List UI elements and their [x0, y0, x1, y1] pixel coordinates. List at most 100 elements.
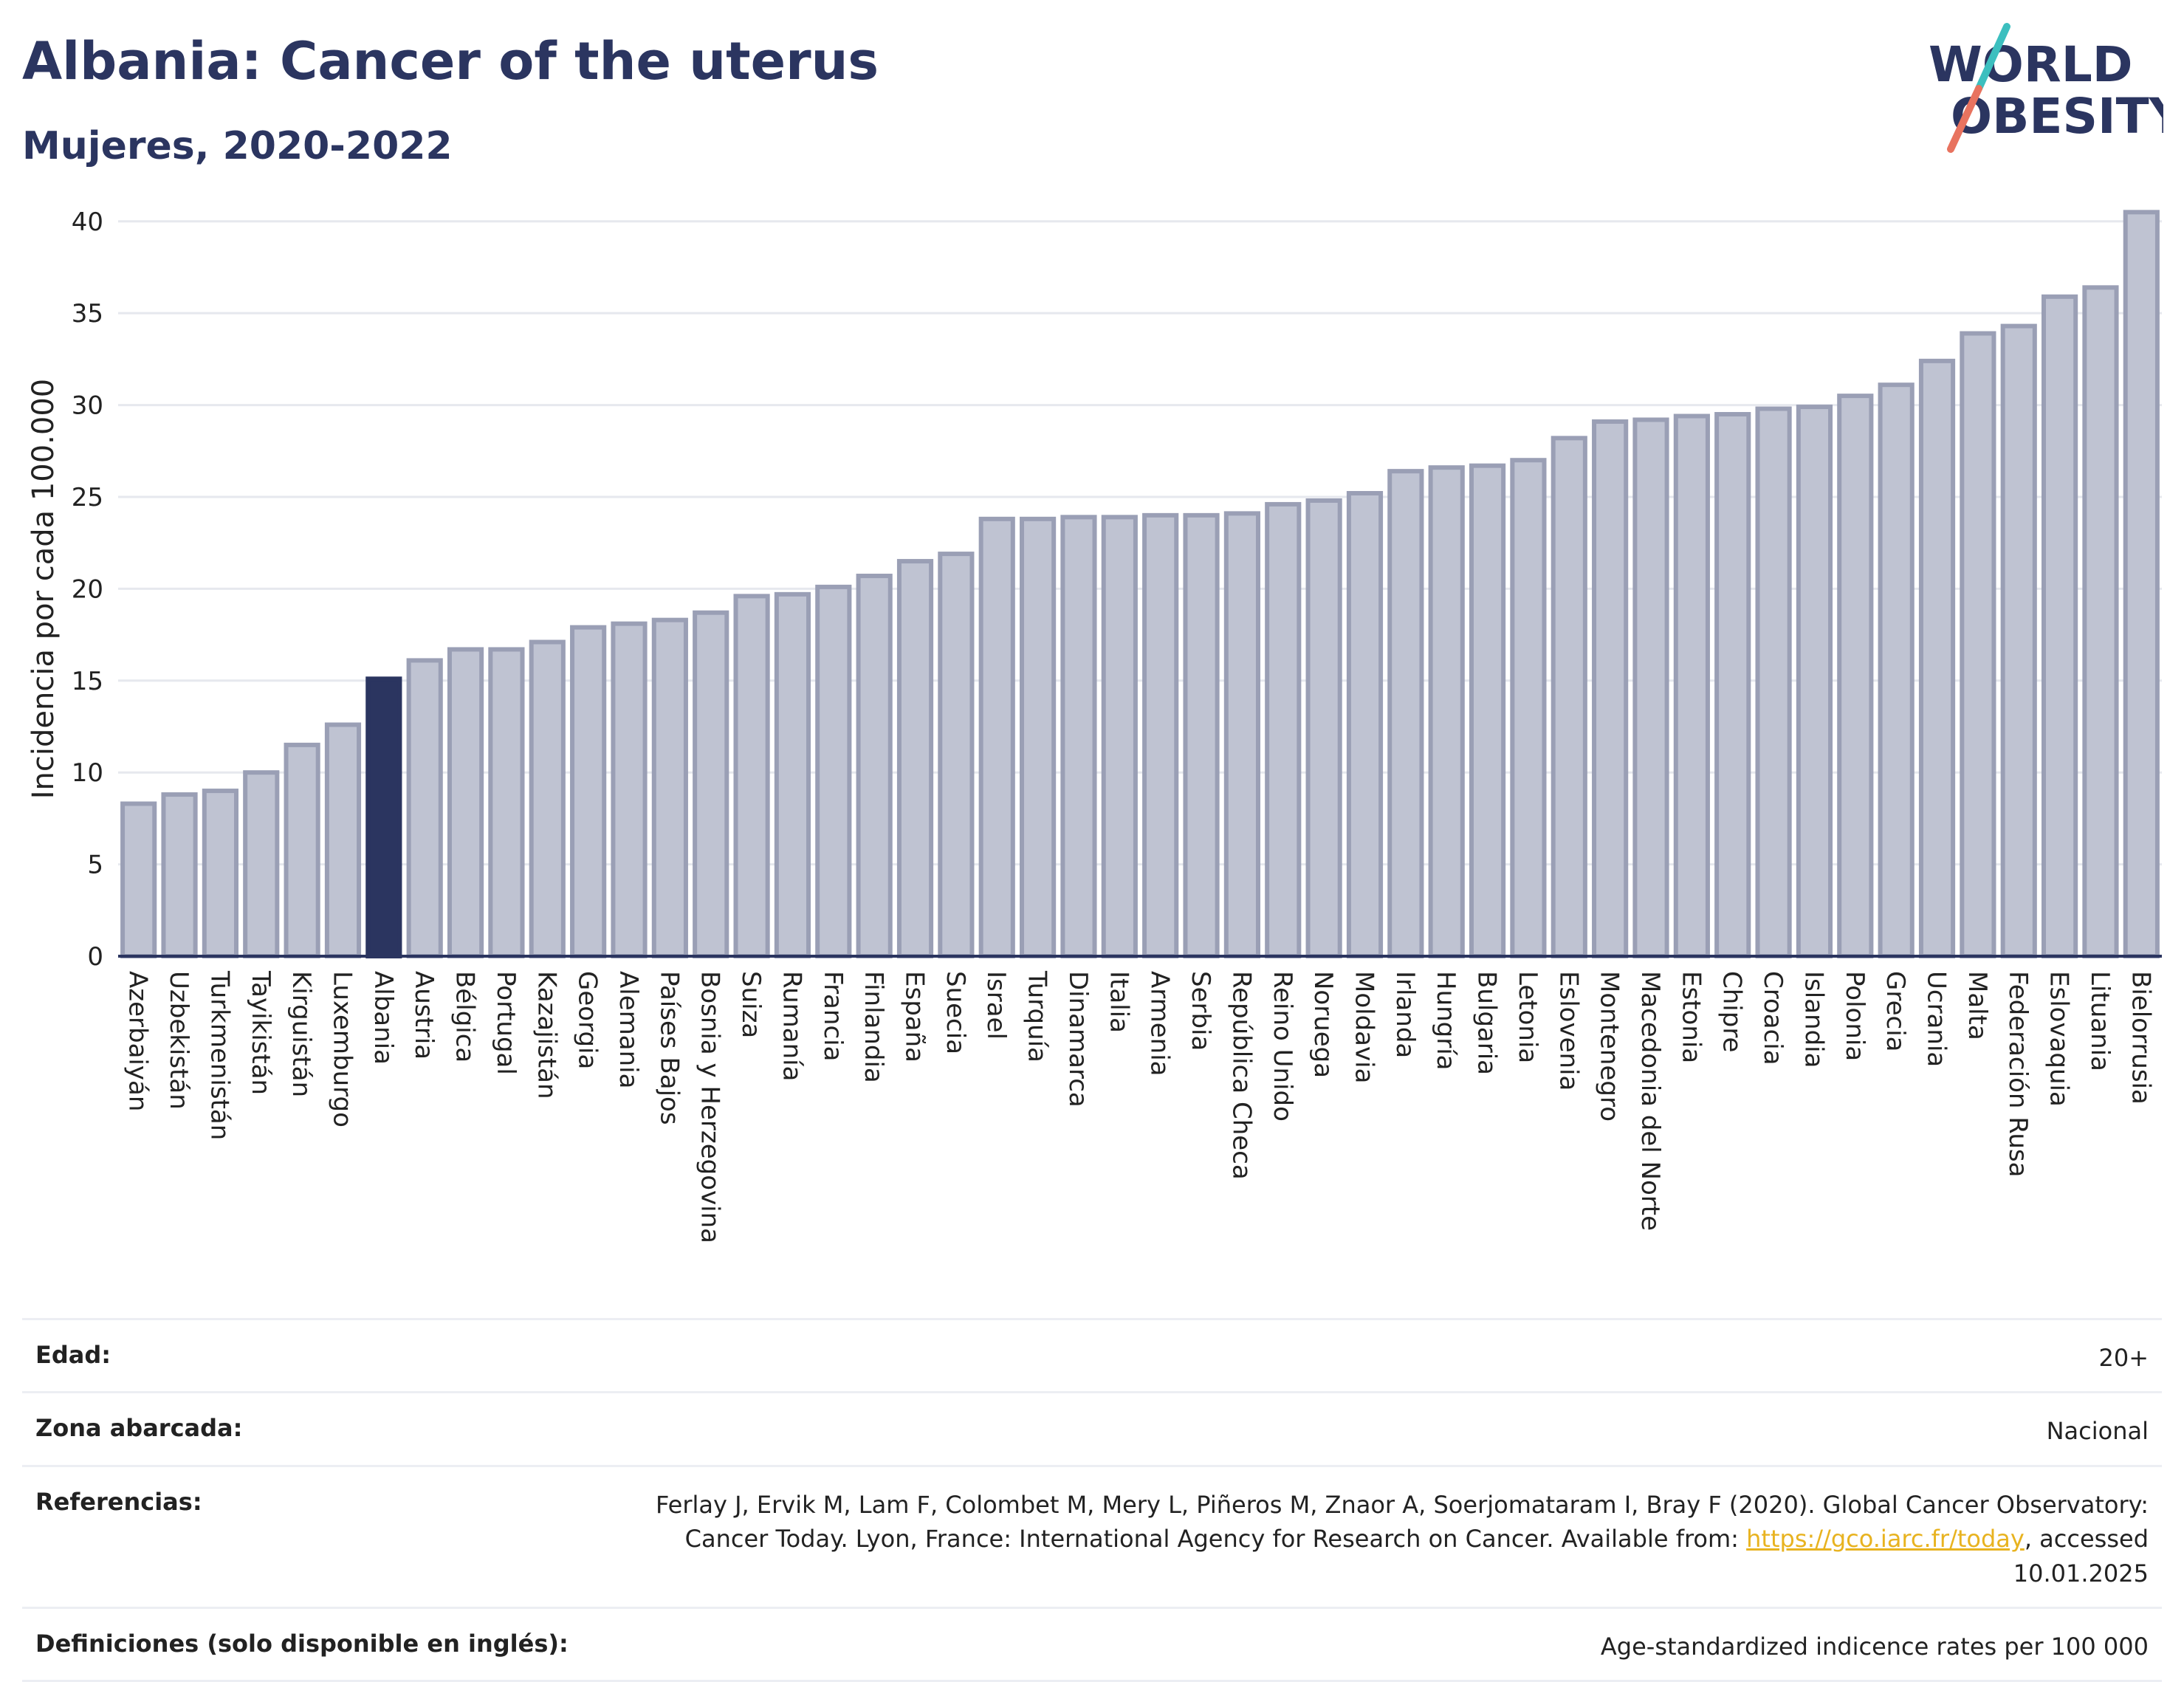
x-tick-label: Armenia	[1145, 971, 1175, 1077]
y-axis-ticks: 0 5 10 15 20 25 30 35 40	[72, 207, 103, 972]
bar	[856, 573, 893, 958]
bar	[1592, 419, 1629, 958]
bar	[2000, 323, 2037, 959]
x-tick-label: Dinamarca	[1063, 971, 1093, 1108]
x-tick-label: Israel	[981, 971, 1011, 1040]
bar	[1265, 501, 1302, 958]
x-tick-label: Noruega	[1308, 971, 1338, 1078]
x-tick-label: Islandia	[1799, 971, 1828, 1068]
x-tick-label: Serbia	[1186, 971, 1215, 1051]
x-tick-label: Chipre	[1717, 971, 1747, 1052]
y-tick-label: 40	[72, 207, 103, 237]
x-tick-label: Grecia	[1881, 971, 1910, 1051]
bar	[488, 647, 525, 958]
bars	[120, 210, 2160, 959]
x-tick-label: Lituania	[2085, 971, 2115, 1071]
reference-suffix: , accessed 10.01.2025	[2013, 1525, 2149, 1587]
x-tick-label: Hungría	[1431, 971, 1460, 1071]
chart-subtitle: Mujeres, 2020-2022	[22, 124, 453, 168]
x-tick-label: Croacia	[1758, 971, 1788, 1065]
info-value-age: 20+	[2098, 1344, 2149, 1372]
x-tick-label: Malta	[1962, 971, 1992, 1040]
bar	[2123, 210, 2160, 959]
bar	[1755, 406, 1792, 958]
bar	[611, 621, 648, 959]
x-tick-label: Estonia	[1676, 971, 1706, 1063]
x-tick-label: Eslovenia	[1553, 971, 1583, 1091]
y-tick-label: 20	[72, 574, 103, 604]
bar-highlight	[365, 676, 402, 958]
bar	[1837, 394, 1874, 958]
bar	[1551, 436, 1587, 958]
x-tick-label: Turkmenistán	[205, 970, 234, 1140]
info-value-area: Nacional	[2046, 1417, 2149, 1446]
x-tick-label: Bosnia y Herzegovina	[696, 971, 725, 1243]
bar	[202, 789, 238, 958]
info-label-age: Edad:	[35, 1341, 111, 1369]
bar	[815, 584, 852, 959]
y-tick-label: 35	[72, 299, 103, 329]
x-tick-label: Ucrania	[1922, 971, 1951, 1067]
x-tick-label: Países Bajos	[654, 971, 684, 1125]
bar	[896, 559, 934, 958]
bar	[1632, 417, 1669, 958]
info-table: Edad: 20+ Zona abarcada: Nacional Refere…	[22, 1318, 2162, 1682]
x-tick-label: Macedonia del Norte	[1635, 971, 1665, 1231]
bar	[938, 552, 975, 958]
bar	[120, 801, 157, 958]
logo-word-1: WORLD	[1929, 36, 2133, 93]
info-value-references: Ferlay J, Ervik M, Lam F, Colombet M, Me…	[598, 1488, 2149, 1590]
bar	[2082, 285, 2119, 959]
x-tick-label: Georgia	[573, 971, 602, 1069]
chart-title: Albania: Cancer of the uterus	[22, 31, 879, 92]
x-tick-label: Kazajistán	[532, 971, 561, 1099]
x-tick-label: Kirguistán	[286, 971, 316, 1097]
reference-link[interactable]: https://gco.iarc.fr/today	[1746, 1525, 2025, 1554]
x-tick-label: Polonia	[1840, 971, 1869, 1061]
bar	[651, 617, 688, 959]
bar	[1960, 331, 1996, 958]
y-tick-label: 25	[72, 483, 103, 512]
x-tick-label: Letonia	[1513, 971, 1542, 1063]
reference-text: Ferlay J, Ervik M, Lam F, Colombet M, Me…	[656, 1490, 2149, 1554]
x-tick-label: España	[900, 971, 930, 1063]
bar	[1101, 515, 1138, 958]
x-tick-label: Finlandia	[859, 971, 888, 1083]
bar	[529, 639, 566, 958]
info-row-area: Zona abarcada: Nacional	[22, 1391, 2162, 1464]
bar-chart: 0 5 10 15 20 25 30 35 40 Azerbaiyán Uzbekistán Tur…	[27, 207, 2162, 1243]
x-tick-label: Albania	[368, 971, 398, 1065]
y-tick-label: 10	[72, 758, 103, 788]
bar	[161, 792, 198, 958]
x-tick-label: Bélgica	[450, 971, 480, 1063]
x-tick-label: Rumanía	[777, 971, 806, 1081]
x-tick-label: Bulgaria	[1472, 971, 1502, 1075]
bar	[1510, 458, 1547, 958]
bar	[1223, 511, 1260, 958]
bar	[693, 610, 729, 958]
bar	[2042, 294, 2078, 958]
y-axis-title: Incidencia por cada 100.000	[27, 379, 61, 800]
bar	[978, 516, 1015, 958]
x-tick-label: Turquía	[1023, 970, 1052, 1063]
info-row-age: Edad: 20+	[22, 1318, 2162, 1391]
x-tick-label: Moldavia	[1349, 971, 1378, 1083]
x-tick-label: Italia	[1104, 971, 1133, 1033]
bar	[447, 647, 484, 958]
info-label-references: Referencias:	[35, 1487, 202, 1516]
bar	[284, 742, 320, 958]
bar	[1346, 491, 1384, 958]
bar	[243, 770, 280, 958]
x-tick-label: Reino Unido	[1268, 971, 1297, 1122]
info-label-area: Zona abarcada:	[35, 1414, 243, 1443]
bar	[1673, 413, 1710, 958]
bar	[1387, 469, 1424, 958]
bar	[1469, 463, 1506, 958]
y-tick-label: 0	[87, 942, 103, 972]
bar	[1918, 358, 1956, 959]
x-tick-label: Suiza	[736, 971, 766, 1038]
bar	[1428, 465, 1465, 958]
logo-slash-coral	[1947, 85, 1982, 153]
info-row-references: Referencias: Ferlay J, Ervik M, Lam F, C…	[22, 1464, 2162, 1607]
bar	[570, 625, 607, 959]
